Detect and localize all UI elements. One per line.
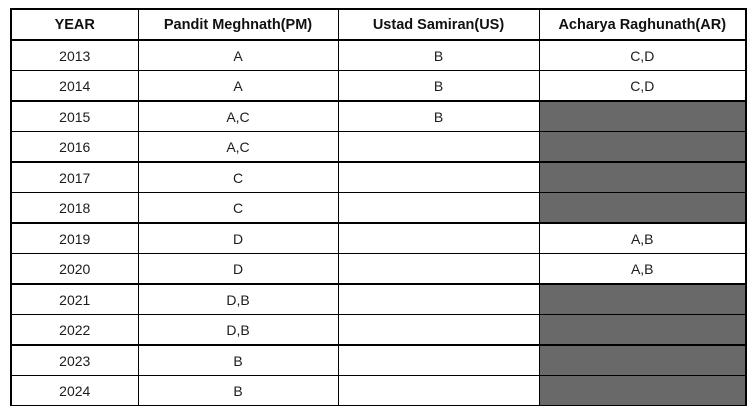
- column-header-pandit-meghnath: Pandit Meghnath(PM): [137, 8, 339, 41]
- us-cell: [337, 375, 540, 406]
- us-cell: [337, 131, 540, 163]
- table-row: 2021 D,B: [10, 283, 747, 315]
- us-cell: B: [337, 39, 540, 71]
- year-cell: 2016: [10, 131, 139, 163]
- ar-cell: [538, 100, 747, 132]
- pm-cell: A: [137, 39, 339, 71]
- us-cell: [337, 283, 540, 315]
- us-cell: [337, 222, 540, 254]
- pm-cell: A: [137, 70, 339, 102]
- pm-cell: C: [137, 192, 339, 224]
- ar-cell: [538, 314, 747, 346]
- table-body: 2013 A B C,D 2014 A B C,D 2015 A,C B 201…: [10, 39, 747, 406]
- table-row: 2019 D A,B: [10, 222, 747, 254]
- year-cell: 2023: [10, 344, 139, 376]
- year-performer-table: YEAR Pandit Meghnath(PM) Ustad Samiran(U…: [10, 8, 747, 406]
- table-row: 2020 D A,B: [10, 253, 747, 285]
- ar-cell: C,D: [538, 70, 747, 102]
- ar-cell: [538, 161, 747, 193]
- pm-cell: B: [137, 344, 339, 376]
- pm-cell: B: [137, 375, 339, 406]
- table-row: 2017 C: [10, 161, 747, 193]
- table-row: 2024 B: [10, 375, 747, 406]
- table-row: 2013 A B C,D: [10, 39, 747, 71]
- year-cell: 2021: [10, 283, 139, 315]
- pm-cell: D: [137, 222, 339, 254]
- pm-cell: D: [137, 253, 339, 285]
- pm-cell: A,C: [137, 100, 339, 132]
- ar-cell: [538, 344, 747, 376]
- table-row: 2022 D,B: [10, 314, 747, 346]
- table-row: 2023 B: [10, 344, 747, 376]
- year-cell: 2024: [10, 375, 139, 406]
- year-cell: 2014: [10, 70, 139, 102]
- column-header-year: YEAR: [10, 8, 139, 41]
- year-cell: 2019: [10, 222, 139, 254]
- ar-cell: A,B: [538, 253, 747, 285]
- header-row: YEAR Pandit Meghnath(PM) Ustad Samiran(U…: [10, 8, 747, 41]
- year-cell: 2020: [10, 253, 139, 285]
- us-cell: [337, 161, 540, 193]
- pm-cell: D,B: [137, 314, 339, 346]
- year-cell: 2015: [10, 100, 139, 132]
- table-header: YEAR Pandit Meghnath(PM) Ustad Samiran(U…: [10, 8, 747, 41]
- ar-cell: [538, 375, 747, 406]
- pm-cell: C: [137, 161, 339, 193]
- ar-cell: [538, 131, 747, 163]
- ar-cell: [538, 192, 747, 224]
- column-header-ustad-samiran: Ustad Samiran(US): [337, 8, 540, 41]
- us-cell: B: [337, 100, 540, 132]
- us-cell: [337, 192, 540, 224]
- year-cell: 2013: [10, 39, 139, 71]
- table-row: 2016 A,C: [10, 131, 747, 163]
- ar-cell: C,D: [538, 39, 747, 71]
- pm-cell: A,C: [137, 131, 339, 163]
- column-header-acharya-raghunath: Acharya Raghunath(AR): [538, 8, 747, 41]
- year-cell: 2017: [10, 161, 139, 193]
- ar-cell: [538, 283, 747, 315]
- us-cell: B: [337, 70, 540, 102]
- table-row: 2018 C: [10, 192, 747, 224]
- us-cell: [337, 314, 540, 346]
- year-cell: 2022: [10, 314, 139, 346]
- ar-cell: A,B: [538, 222, 747, 254]
- year-cell: 2018: [10, 192, 139, 224]
- pm-cell: D,B: [137, 283, 339, 315]
- table-row: 2015 A,C B: [10, 100, 747, 132]
- table-row: 2014 A B C,D: [10, 70, 747, 102]
- us-cell: [337, 344, 540, 376]
- us-cell: [337, 253, 540, 285]
